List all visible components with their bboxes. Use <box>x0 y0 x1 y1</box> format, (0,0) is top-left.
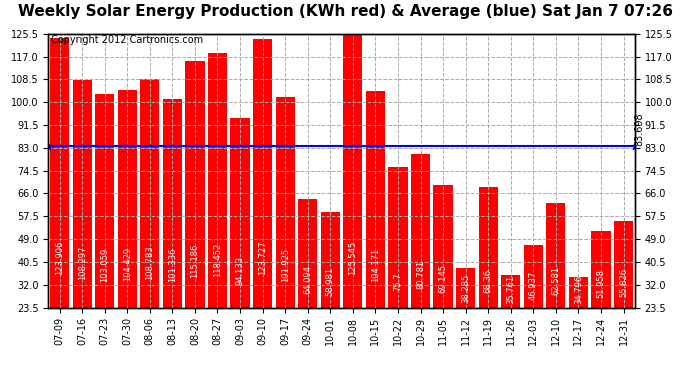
Bar <box>524 244 543 308</box>
Bar <box>388 167 408 308</box>
Text: 94.133: 94.133 <box>235 256 244 285</box>
Bar <box>456 268 475 308</box>
Text: 108.297: 108.297 <box>78 246 87 280</box>
Bar <box>230 118 250 308</box>
Text: 68.36: 68.36 <box>484 269 493 293</box>
Text: 64.094: 64.094 <box>303 266 312 294</box>
Text: 115.186: 115.186 <box>190 244 199 278</box>
Bar <box>118 90 137 308</box>
Text: 101.336: 101.336 <box>168 248 177 282</box>
Text: 103.059: 103.059 <box>100 248 109 282</box>
Text: 104.171: 104.171 <box>371 247 380 282</box>
Bar <box>186 62 204 308</box>
Bar <box>479 187 497 308</box>
Bar <box>343 34 362 308</box>
Text: 108.783: 108.783 <box>146 245 155 280</box>
Text: 34.796: 34.796 <box>574 274 583 304</box>
Bar <box>591 231 611 308</box>
Bar <box>208 53 227 308</box>
Bar <box>95 94 115 308</box>
Text: 35.761: 35.761 <box>506 274 515 303</box>
Text: 118.452: 118.452 <box>213 243 222 277</box>
Bar <box>163 99 182 308</box>
Bar <box>614 221 633 308</box>
Bar <box>50 38 69 308</box>
Text: 125.545: 125.545 <box>348 240 357 274</box>
Bar <box>501 274 520 308</box>
Bar <box>298 198 317 308</box>
Bar <box>411 154 430 308</box>
Bar <box>546 202 565 308</box>
Text: 58.981: 58.981 <box>326 267 335 296</box>
Bar <box>569 277 588 308</box>
Text: 104.429: 104.429 <box>123 247 132 281</box>
Text: 83.698: 83.698 <box>635 112 644 146</box>
Bar <box>366 91 385 308</box>
Text: 80.781: 80.781 <box>416 260 425 289</box>
Text: 51.958: 51.958 <box>596 269 605 298</box>
Text: Copyright 2012 Cartronics.com: Copyright 2012 Cartronics.com <box>51 35 204 45</box>
Text: Weekly Solar Energy Production (KWh red) & Average (blue) Sat Jan 7 07:26: Weekly Solar Energy Production (KWh red)… <box>17 4 673 19</box>
Text: 38.285: 38.285 <box>461 273 470 303</box>
Bar <box>140 79 159 308</box>
Text: 46.937: 46.937 <box>529 271 538 300</box>
Text: 55.826: 55.826 <box>619 268 628 297</box>
Text: 62.581: 62.581 <box>551 266 560 295</box>
Bar <box>321 212 340 308</box>
Text: 123.727: 123.727 <box>258 241 267 275</box>
Bar <box>433 185 453 308</box>
Bar <box>275 97 295 308</box>
Text: 69.145: 69.145 <box>439 264 448 293</box>
Bar <box>72 80 92 308</box>
Text: 75.7: 75.7 <box>393 272 402 291</box>
Text: 123.906: 123.906 <box>55 241 64 275</box>
Text: 101.925: 101.925 <box>281 248 290 282</box>
Bar <box>253 39 272 308</box>
